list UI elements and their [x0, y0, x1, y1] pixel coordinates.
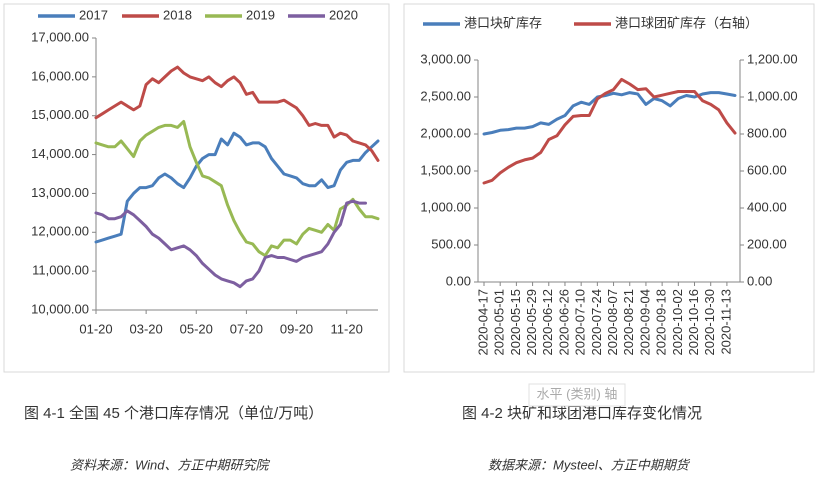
y-tick-label: 16,000.00: [31, 68, 89, 83]
y-tick-label: 12,000.00: [31, 224, 89, 239]
chart-frame: [3, 3, 390, 373]
legend-label: 2020: [329, 7, 358, 22]
x-tick-label: 2020-09-04: [637, 289, 652, 356]
x-tick-label: 2020-10-30: [702, 289, 717, 356]
legend-label: 2017: [79, 7, 108, 22]
source: 数据来源：Mysteel、方正中期期货: [488, 457, 691, 472]
x-tick-label: 2020-07-24: [589, 289, 604, 356]
y-tick-label: 2,000.00: [420, 125, 471, 140]
series-line: [94, 199, 367, 289]
x-tick-label: 2020-08-07: [605, 289, 620, 356]
x-tick-label: 2020-05-15: [508, 289, 523, 356]
x-tick-label: 2020-06-12: [540, 289, 555, 356]
y-tick-label: 1,000.00: [420, 199, 471, 214]
y2-tick-label: 1,200.00: [747, 51, 798, 66]
x-tick-label: 2020-10-16: [686, 289, 701, 356]
x-tick-label: 03-20: [130, 321, 163, 336]
y-tick-label: 13,000.00: [31, 185, 89, 200]
x-tick-label: 09-20: [280, 321, 313, 336]
y-tick-label: 2,500.00: [420, 88, 471, 103]
x-tick-label: 05-20: [180, 321, 213, 336]
chart-frame: [403, 3, 815, 373]
y-tick-label: 15,000.00: [31, 107, 89, 122]
y-tick-label: 500.00: [431, 236, 471, 251]
series-line: [94, 65, 380, 162]
x-label-box: [528, 383, 626, 407]
x-tick-label: 2020-05-01: [492, 289, 507, 356]
y-tick-label: 0.00: [446, 273, 471, 288]
series-line: [94, 131, 380, 244]
x-tick-label: 2020-09-18: [654, 289, 669, 356]
x-tick-label: 2020-04-17: [475, 289, 490, 356]
y-tick-label: 14,000.00: [31, 146, 89, 161]
legend-label: 港口球团矿库存（右轴）: [615, 15, 758, 30]
caption: 图 4-1 全国 45 个港口库存情况（单位/万吨）: [24, 404, 323, 422]
x-tick-label: 2020-07-10: [573, 289, 588, 356]
y-tick-label: 3,000.00: [420, 51, 471, 66]
y2-tick-label: 400.00: [747, 199, 787, 214]
caption: 图 4-2 块矿和球团港口库存变化情况: [462, 405, 702, 422]
y2-tick-label: 600.00: [747, 162, 787, 177]
x-axis-label: 水平 (类别) 轴: [537, 386, 618, 401]
x-tick-label: 2020-08-21: [621, 289, 636, 356]
y-tick-label: 11,000.00: [32, 263, 89, 278]
y-tick-label: 17,000.00: [31, 29, 89, 44]
x-tick-label: 07-20: [230, 321, 263, 336]
source: 资料来源：Wind、方正中期研究院: [70, 457, 271, 472]
series-line: [482, 77, 737, 185]
legend-label: 2019: [246, 7, 275, 22]
y-tick-label: 1,500.00: [420, 162, 471, 177]
x-tick-label: 11-20: [331, 321, 363, 336]
x-tick-label: 01-20: [79, 321, 112, 336]
y-tick-label: 10,000.00: [31, 301, 89, 316]
legend-label: 港口块矿库存: [464, 15, 542, 30]
x-tick-label: 2020-06-26: [556, 289, 571, 356]
x-tick-label: 2020-11-13: [718, 289, 733, 355]
y2-tick-label: 1,000.00: [747, 88, 798, 103]
x-tick-label: 2020-05-29: [524, 289, 539, 356]
series-line: [94, 120, 380, 258]
y2-tick-label: 800.00: [747, 125, 787, 140]
y2-tick-label: 0.00: [747, 273, 772, 288]
legend-label: 2018: [163, 7, 192, 22]
y2-tick-label: 200.00: [747, 236, 787, 251]
x-tick-label: 2020-10-02: [670, 289, 685, 356]
series-line: [482, 91, 737, 136]
